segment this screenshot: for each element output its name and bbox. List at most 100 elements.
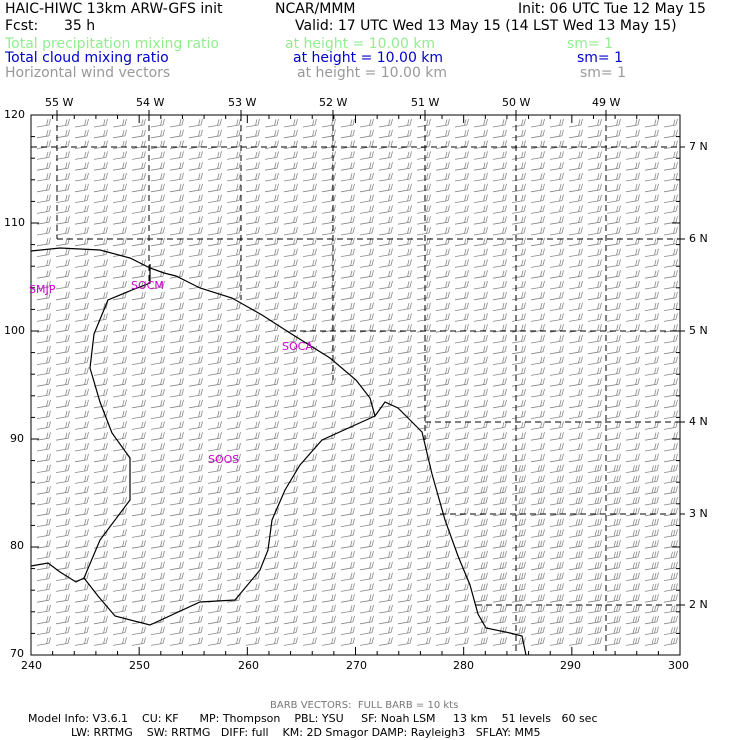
wind-barb — [378, 259, 393, 268]
wind-barb — [568, 561, 583, 571]
wind-barb — [625, 615, 640, 625]
wind-barb — [530, 378, 545, 387]
wind-barb — [131, 270, 146, 279]
wind-barb — [606, 183, 621, 193]
wind-barb — [587, 356, 602, 365]
wind-barb — [74, 324, 89, 333]
wind-barb — [568, 496, 583, 506]
wind-barb — [397, 604, 412, 614]
wind-barb — [454, 216, 469, 225]
wind-barb — [169, 388, 184, 398]
wind-barb — [625, 129, 640, 139]
wind-barb — [321, 162, 336, 171]
field-sm-cloud: sm= 1 — [577, 50, 624, 66]
wind-barb — [131, 572, 146, 581]
wind-barb — [36, 453, 51, 463]
wind-barb — [416, 205, 431, 214]
wind-barb — [188, 367, 203, 376]
wind-barb — [321, 442, 336, 452]
wind-barb — [245, 529, 260, 538]
wind-barb — [530, 550, 545, 560]
wind-barb — [55, 486, 70, 495]
wind-barb — [264, 313, 279, 322]
wind-barb — [93, 550, 108, 560]
model-title: HAIC-HIWC 13km ARW-GFS init — [5, 1, 223, 17]
wind-barb — [340, 626, 355, 635]
wind-barb — [663, 399, 678, 409]
wind-barb — [112, 183, 127, 193]
wind-barb — [55, 432, 70, 441]
wind-barb — [207, 475, 222, 484]
wind-barb — [112, 475, 127, 484]
wind-barb — [644, 259, 659, 268]
wind-barb — [302, 421, 317, 430]
wind-barb — [359, 205, 374, 214]
wind-barb — [473, 626, 488, 635]
wind-barb — [606, 432, 621, 441]
wind-barb — [264, 183, 279, 193]
wind-barb — [131, 356, 146, 365]
wind-barb — [473, 604, 488, 614]
wind-barb — [416, 194, 431, 203]
wind-barb — [473, 226, 488, 236]
wind-barb — [131, 637, 146, 646]
wind-barb — [568, 550, 583, 560]
wind-barb — [226, 313, 241, 322]
wind-barb — [663, 637, 678, 646]
wind-barb — [473, 399, 488, 409]
wind-barb — [454, 583, 469, 592]
wind-barb — [36, 291, 51, 301]
wind-barb — [245, 561, 260, 571]
wind-barb — [207, 442, 222, 452]
wind-barb — [473, 216, 488, 225]
wind-barb — [169, 345, 184, 355]
wind-barb — [416, 475, 431, 484]
wind-barb — [302, 291, 317, 301]
wind-barb — [264, 270, 279, 279]
wind-barb — [74, 172, 89, 182]
wind-barb — [93, 399, 108, 409]
wind-barb — [644, 518, 659, 527]
wind-barb — [188, 475, 203, 484]
wind-barb — [473, 270, 488, 279]
forecast-hours: 35 h — [64, 18, 96, 34]
wind-barb — [454, 604, 469, 614]
wind-barb — [93, 172, 108, 182]
wind-barb — [188, 399, 203, 409]
wind-barb — [587, 388, 602, 398]
wind-barb — [435, 248, 450, 257]
wind-barb — [568, 594, 583, 603]
wind-barb — [150, 594, 165, 603]
wind-barb — [530, 248, 545, 257]
wind-barb — [150, 313, 165, 322]
wind-barb — [207, 388, 222, 398]
wind-barb — [150, 118, 165, 128]
wind-barb — [625, 572, 640, 581]
wind-barb — [340, 410, 355, 419]
wind-barb — [530, 507, 545, 517]
wind-barb — [568, 367, 583, 376]
wind-barb — [264, 291, 279, 301]
wind-barb — [321, 313, 336, 322]
wind-barb — [530, 518, 545, 527]
wind-barb — [283, 259, 298, 268]
wind-barb — [55, 313, 70, 322]
wind-barb — [302, 216, 317, 225]
lat-label-3n: 3 N — [689, 507, 708, 520]
wind-barb — [663, 194, 678, 203]
wind-barb — [435, 496, 450, 506]
wind-barb — [587, 550, 602, 560]
wind-barb — [36, 183, 51, 193]
wind-barb — [207, 410, 222, 419]
wind-barb — [473, 453, 488, 463]
wind-barb — [416, 637, 431, 646]
wind-barb — [36, 475, 51, 484]
wind-barb — [454, 637, 469, 646]
wind-barb — [435, 118, 450, 128]
wind-barb — [226, 118, 241, 128]
wind-barb — [131, 129, 146, 139]
wind-barb — [511, 583, 526, 592]
wind-barb — [245, 216, 260, 225]
wind-barb — [169, 561, 184, 571]
wind-barb — [321, 475, 336, 484]
